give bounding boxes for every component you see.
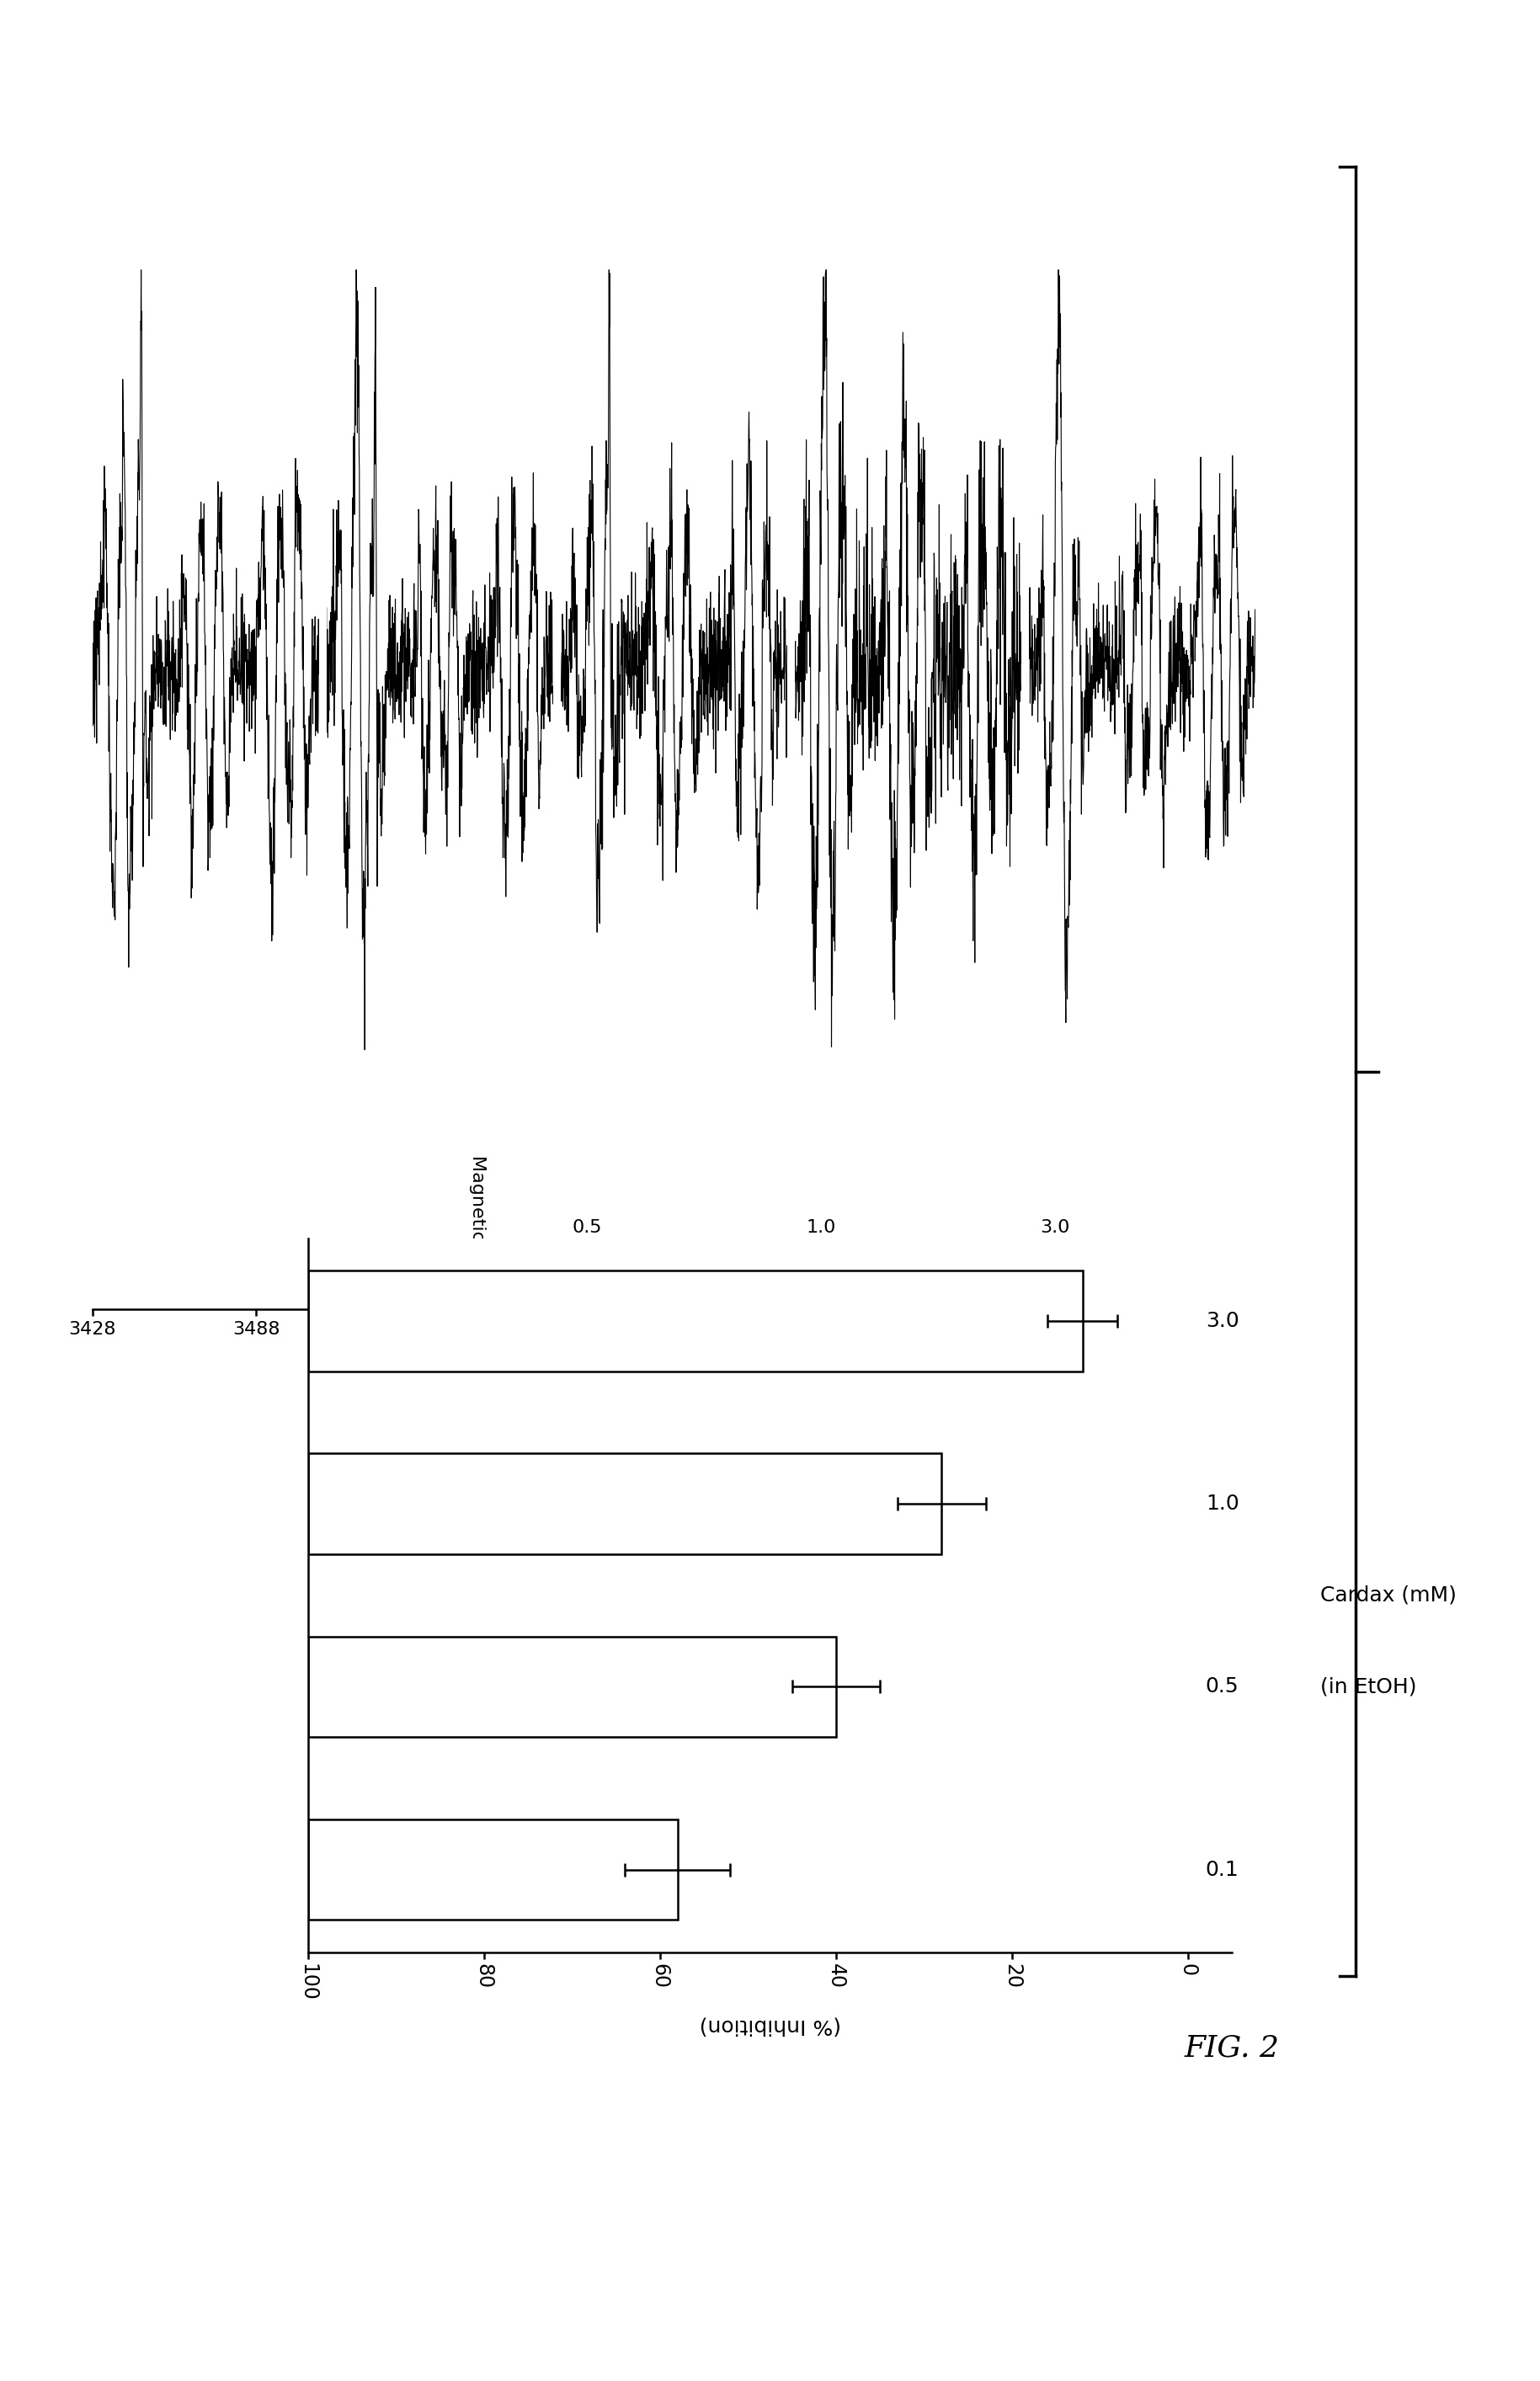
Text: Cardax (mM): Cardax (mM) — [1320, 1586, 1457, 1605]
Text: 1.0: 1.0 — [805, 1219, 836, 1236]
Bar — [308, 1636, 836, 1738]
Text: 0.5: 0.5 — [571, 1219, 602, 1236]
Bar — [308, 1819, 678, 1919]
Bar — [308, 1452, 941, 1555]
Text: 0.1: 0.1 — [1206, 1860, 1240, 1879]
Bar — [308, 1271, 1083, 1371]
Text: FIG. 2: FIG. 2 — [1184, 2033, 1280, 2062]
Text: (in EtOH): (in EtOH) — [1320, 1676, 1417, 1698]
Text: 3.0: 3.0 — [1206, 1312, 1240, 1331]
Text: 0.5: 0.5 — [1206, 1676, 1240, 1698]
Text: Control: Control — [103, 1219, 171, 1236]
Text: 0.1: 0.1 — [337, 1219, 368, 1236]
X-axis label: (% Inhibition): (% Inhibition) — [699, 2014, 841, 2036]
Text: Magnetic Field (Gauss): Magnetic Field (Gauss) — [470, 1155, 487, 1369]
Text: 3.0: 3.0 — [1040, 1219, 1070, 1236]
Text: 1.0: 1.0 — [1206, 1493, 1240, 1514]
